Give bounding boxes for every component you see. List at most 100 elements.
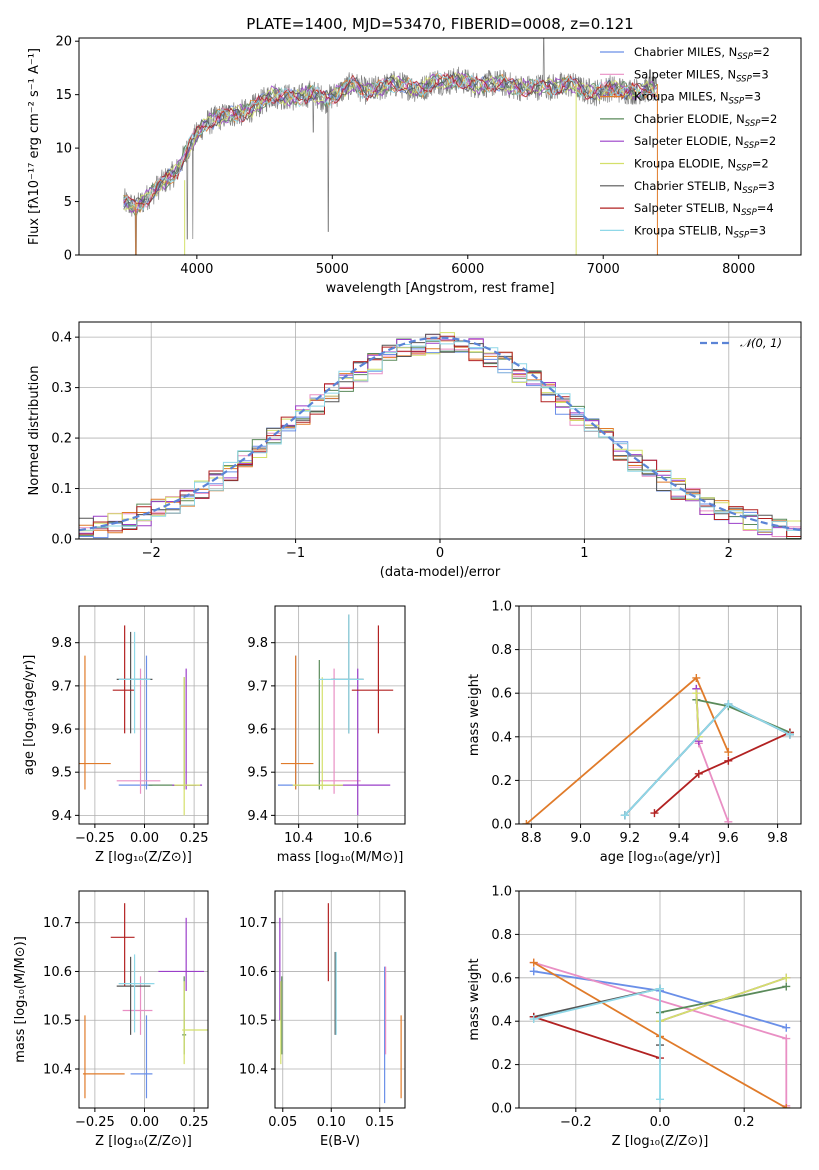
y-tick-label: 10.6 [43,965,72,980]
normal-curve [79,336,801,532]
y-tick-label: 10.4 [239,1062,268,1077]
y-tick-label: 0.0 [51,533,72,548]
x-axis-label: age [log₁₀(age/yr)] [600,850,721,865]
y-axis-label: mass [log₁₀(M/M⊙)] [13,936,28,1063]
spectrum-legend: Chabrier MILES, NSSP=2 Salpeter MILES, NS… [600,45,777,240]
x-tick-label: 8.8 [521,831,542,846]
legend-tail: =2 [760,112,777,126]
plot-area [79,38,801,255]
legend-entry: Salpeter MILES, NSSP=3 [634,67,769,84]
legend-label: Salpeter ELODIE, N [634,134,744,148]
plot-area [275,606,405,824]
axes-frame [78,37,802,256]
legend-label: Salpeter STELIB, N [634,201,741,215]
legend-tail: =2 [752,157,769,171]
weight-marker [782,982,791,991]
plot-marks [79,332,801,539]
legend-label: Chabrier ELODIE, N [634,112,745,126]
x-tick-label: −0.25 [75,1115,115,1130]
x-tick-label: 9.2 [619,831,640,846]
y-tick-label: 0.0 [491,818,512,833]
weight-marker [724,756,733,765]
y-tick-label: 9.5 [247,766,268,781]
normal-legend-label: 𝒩(0, 1) [740,336,782,350]
legend-subscript: SSP [736,74,752,84]
plot-area [79,606,208,824]
x-tick-label: 0.0 [650,1115,671,1130]
plot-marks [522,673,794,824]
y-tick-label: 5 [64,195,72,210]
x-tick-label: 9.0 [570,831,591,846]
y-tick-label: 1.0 [491,885,512,900]
legend-entry: Kroupa MILES, NSSP=3 [634,90,761,107]
mass-vs-ebv-panel: 0.05 0.10 0.15 10.4 10.5 10.6 10.7 E(B-V) [239,890,406,1149]
x-axis-label: Z [log₁₀(Z/Z⊙)] [612,1134,709,1149]
model-spectrum-line [123,73,658,208]
x-axis-label: wavelength [Angstrom, rest frame] [326,281,555,296]
y-tick-label: 10.5 [43,1014,72,1029]
weight-line [653,731,791,814]
y-tick-label: 0.0 [491,1102,512,1117]
y-tick-label: 0.3 [51,381,72,396]
y-tick-label: 0.8 [491,928,512,943]
age-vs-mass-panel: 10.4 10.6 9.4 9.5 9.6 9.7 9.8 mass [log₁₀(M/M⊙)… [247,605,406,865]
legend-tail: =3 [758,179,775,193]
y-tick-label: 9.4 [247,809,268,824]
x-tick-label: 2 [725,546,733,561]
weight-marker [656,984,664,993]
x-tick-label: 8000 [722,262,755,277]
legend-label: Kroupa MILES, N [634,90,729,104]
y-tick-label: 10.7 [43,916,72,931]
axes-frame [274,890,406,1109]
mass-vs-metallicity-panel: −0.25 0.00 0.25 10.4 10.5 10.6 10.7 Z [log₁₀(Z/… [13,890,209,1149]
legend-subscript: SSP [737,52,753,62]
weight-marker [620,811,629,820]
y-tick-label: 9.5 [51,766,72,781]
legend-entry: Kroupa STELIB, NSSP=3 [634,223,766,240]
y-tick-label: 0.6 [491,971,512,986]
x-tick-label: 9.4 [669,831,690,846]
legend-subscript: SSP [734,230,750,240]
y-tick-label: 15 [55,88,72,103]
y-tick-label: 9.6 [51,723,72,738]
x-tick-label: 0.00 [130,831,159,846]
spectrum-panel: 4000 5000 6000 7000 8000 0 5 10 15 20 wavelength [… [27,35,802,296]
y-axis-label: mass weight [467,958,482,1040]
legend-label: Kroupa ELODIE, N [634,157,736,171]
legend-subscript: SSP [744,141,760,151]
y-axis-label: age [log₁₀(age/yr)] [22,655,37,776]
x-tick-label: 0.00 [130,1115,159,1130]
y-tick-label: 0.6 [491,687,512,702]
x-tick-label: 9.6 [718,831,739,846]
y-tick-label: 20 [55,35,72,50]
x-axis-label: E(B-V) [320,1134,360,1149]
legend-tail: =3 [752,67,769,81]
x-tick-label: 10.6 [343,831,372,846]
legend-label: Chabrier STELIB, N [634,179,742,193]
y-tick-label: 0.4 [51,331,72,346]
plot-area [79,891,208,1108]
legend-subscript: SSP [745,119,761,129]
legend-tail: =2 [753,45,770,59]
x-tick-label: 0.25 [180,831,209,846]
y-axis-label: mass weight [467,674,482,756]
weight-marker [692,673,701,682]
axes-frame [78,321,802,540]
x-tick-label: 4000 [180,262,213,277]
x-axis-label: Z [log₁₀(Z/Z⊙)] [95,1134,192,1149]
plot-marks [277,614,394,816]
model-spectrum-line [123,73,658,211]
y-tick-label: 0.8 [491,643,512,658]
x-tick-label: 0 [436,546,444,561]
plot-area [519,606,801,824]
y-tick-label: 10.4 [43,1062,72,1077]
x-tick-label: 10.4 [284,831,313,846]
x-axis-label: Z [log₁₀(Z/Z⊙)] [95,850,192,865]
weight-marker [782,1034,791,1043]
y-tick-label: 10.6 [239,965,268,980]
weight-line [659,976,787,1023]
y-tick-label: 9.8 [51,636,72,651]
legend-entry: Chabrier MILES, NSSP=2 [634,45,770,62]
legend-entry: Kroupa ELODIE, NSSP=2 [634,157,769,174]
y-tick-label: 0.4 [491,1015,512,1030]
